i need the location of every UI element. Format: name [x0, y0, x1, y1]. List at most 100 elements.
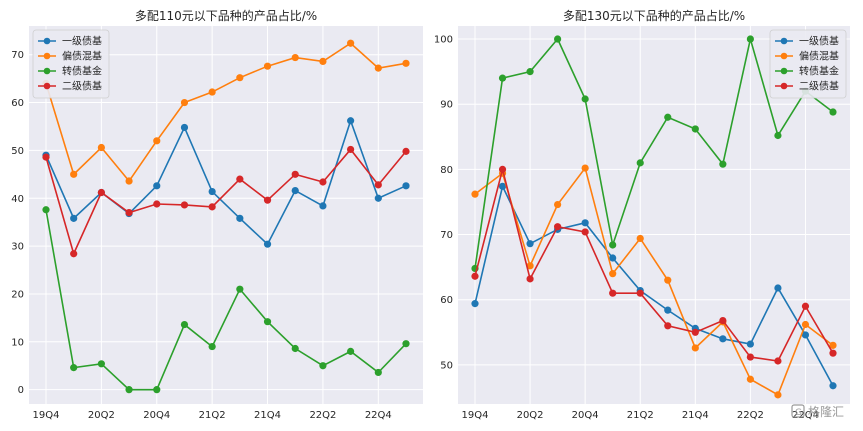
legend-swatch-marker [780, 67, 788, 75]
data-point [42, 206, 50, 214]
legend-label: 偏债混基 [62, 50, 102, 63]
data-point [719, 335, 727, 343]
data-point [471, 272, 479, 280]
y-tick-label: 40 [11, 194, 24, 205]
data-point [208, 88, 216, 96]
data-point [236, 175, 244, 183]
data-point [291, 186, 299, 195]
legend-swatch-marker [43, 52, 51, 60]
y-tick-label: 70 [11, 50, 24, 61]
data-point [609, 289, 617, 297]
data-point [609, 241, 617, 249]
series-line [474, 169, 834, 362]
data-point [319, 362, 327, 370]
y-tick-label: 70 [440, 230, 453, 241]
data-point [581, 164, 589, 172]
legend-swatch-marker [43, 67, 51, 75]
legend-label: 一级债基 [799, 35, 839, 48]
watermark-logo-glyph: G [795, 408, 802, 418]
data-point [609, 254, 617, 262]
y-tick-label: 90 [440, 100, 453, 111]
x-tick-label: 22Q2 [309, 410, 336, 421]
data-point [374, 194, 382, 202]
data-point [664, 322, 672, 330]
data-point [554, 200, 562, 209]
data-point [471, 190, 479, 198]
x-tick-label: 22Q4 [365, 410, 392, 421]
data-point [829, 341, 837, 349]
data-point [471, 300, 479, 308]
data-point [42, 153, 50, 161]
data-point [347, 347, 355, 355]
y-tick-label: 100 [434, 35, 453, 46]
data-point [774, 357, 782, 365]
data-point [498, 74, 507, 82]
y-tick-label: 0 [18, 385, 24, 396]
data-point [236, 214, 244, 222]
data-point [125, 177, 133, 185]
data-point [374, 181, 382, 189]
data-point [70, 214, 78, 222]
legend-box [32, 29, 110, 99]
chart-title: 多配130元以下品种的产品占比/% [563, 8, 745, 23]
data-point [125, 209, 133, 217]
x-tick-label: 20Q4 [143, 410, 170, 421]
data-point [125, 386, 133, 394]
data-point [180, 98, 189, 107]
watermark-logo-icon [791, 404, 805, 418]
series-4 [471, 165, 837, 365]
data-point [70, 170, 78, 178]
data-point [70, 250, 78, 258]
data-point [746, 35, 754, 43]
data-point [636, 159, 644, 167]
data-point [746, 353, 754, 361]
data-point [801, 302, 810, 310]
y-tick-label: 30 [11, 242, 24, 253]
data-point [636, 234, 644, 243]
data-point [263, 318, 272, 326]
x-tick-label: 20Q4 [572, 410, 599, 421]
data-point [208, 187, 216, 196]
legend-label: 转债基金 [62, 65, 102, 78]
y-tick-label: 50 [11, 146, 24, 157]
data-point [347, 145, 355, 154]
data-point [829, 349, 837, 357]
data-point [263, 196, 272, 204]
series-line [45, 42, 407, 183]
legend-swatch-marker [43, 37, 51, 45]
data-point [609, 270, 617, 278]
data-point [581, 228, 589, 236]
data-point [526, 68, 534, 76]
data-point [347, 39, 355, 47]
series-4 [42, 145, 410, 258]
data-point [319, 57, 327, 66]
legend-swatch-marker [43, 82, 51, 90]
data-point [554, 223, 562, 231]
data-point [664, 276, 672, 284]
x-tick-label: 20Q2 [517, 410, 544, 421]
y-tick-label: 50 [440, 360, 453, 371]
data-point [746, 340, 754, 348]
y-tick-label: 60 [11, 98, 24, 109]
x-tick-label: 21Q2 [627, 410, 654, 421]
data-point [97, 188, 105, 197]
legend-swatch-marker [780, 82, 788, 90]
data-point [180, 320, 189, 329]
legend-label: 一级债基 [62, 35, 102, 48]
series-2 [471, 164, 837, 399]
legend-box [769, 29, 847, 99]
y-tick-label: 10 [11, 337, 24, 348]
data-point [746, 375, 754, 383]
legend-label: 转债基金 [799, 65, 839, 78]
data-point [374, 368, 382, 377]
x-tick-label: 22Q4 [792, 410, 819, 421]
data-point [774, 131, 782, 140]
x-tick-label: 21Q2 [199, 410, 226, 421]
x-tick-label: 21Q4 [254, 410, 281, 421]
right-chart-panel: 多配130元以下品种的产品占比/% 50 60 70 80 90 100 19Q4 20Q2 20… [434, 8, 850, 421]
y-tick-label: 80 [440, 165, 453, 176]
legend-swatch-marker [780, 37, 788, 45]
data-point [263, 240, 272, 248]
